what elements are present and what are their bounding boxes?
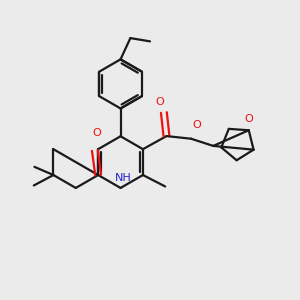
Text: O: O (155, 97, 164, 107)
Text: O: O (193, 120, 202, 130)
Text: O: O (92, 128, 101, 138)
Text: NH: NH (115, 173, 132, 183)
Text: O: O (244, 114, 253, 124)
